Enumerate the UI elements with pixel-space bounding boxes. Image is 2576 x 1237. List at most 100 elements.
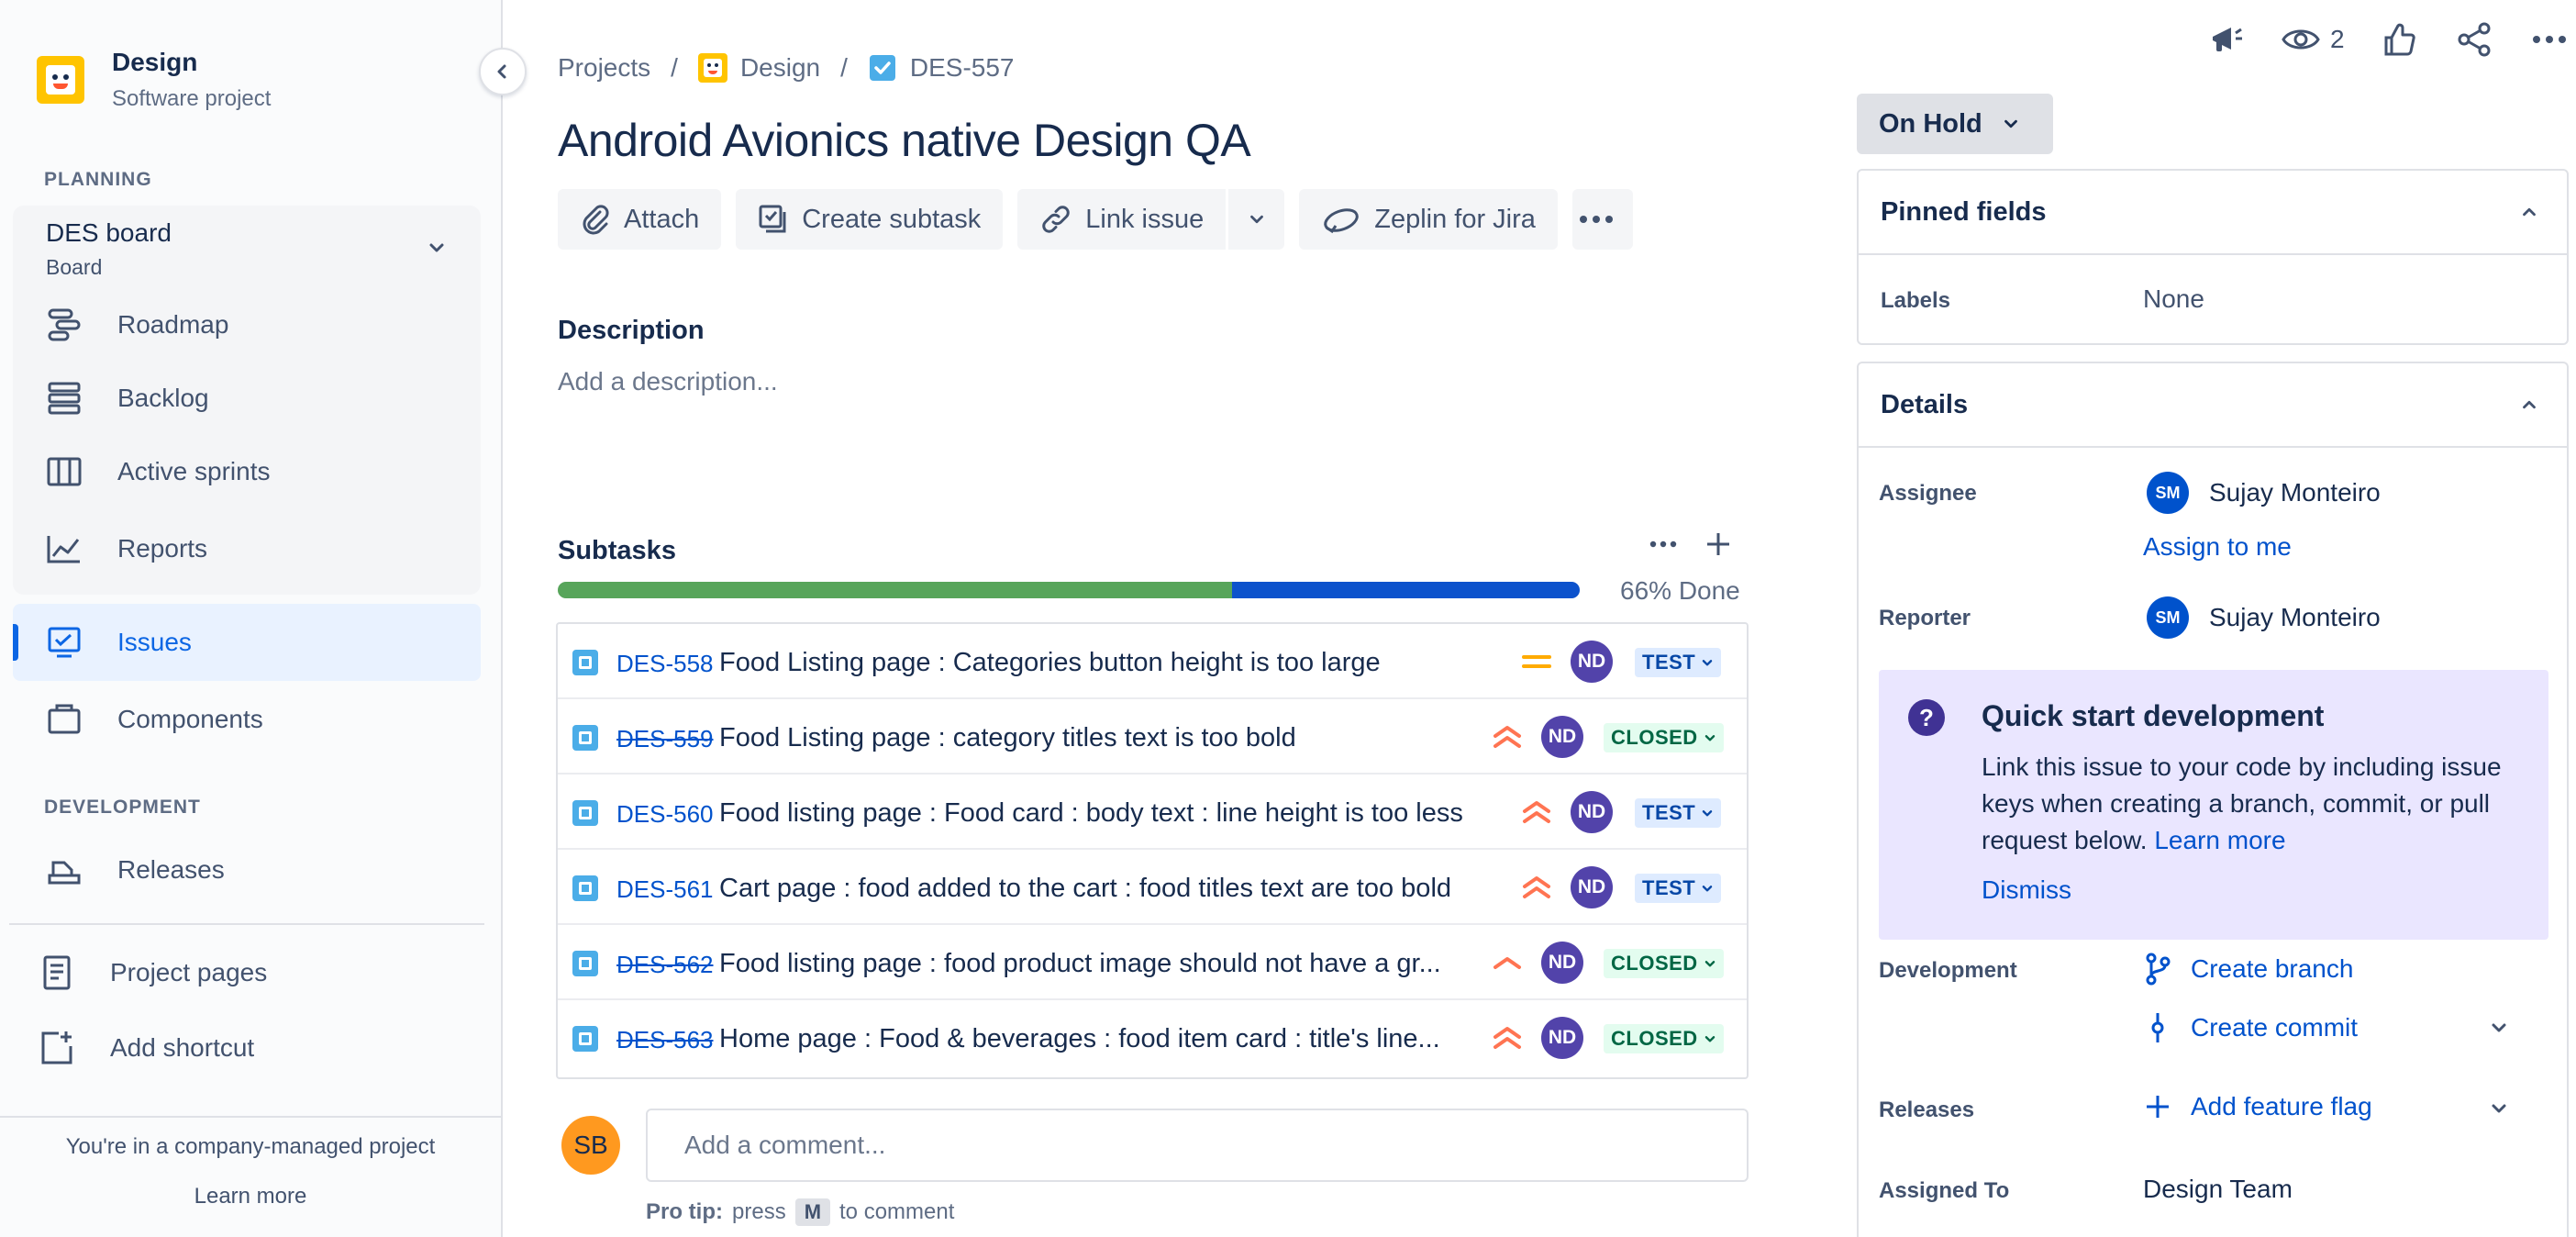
avatar[interactable]: ND	[1541, 942, 1583, 984]
issue-title[interactable]: Android Avionics native Design QA	[558, 115, 1251, 166]
avatar[interactable]: ND	[1571, 791, 1613, 833]
more-options-button[interactable]	[2528, 18, 2570, 61]
sidebar-item-backlog[interactable]: Backlog	[13, 360, 481, 437]
subtask-key[interactable]: DES-560	[616, 800, 714, 828]
pinned-fields-panel: Pinned fields Labels None	[1857, 169, 2569, 345]
chevron-down-icon[interactable]	[2488, 1098, 2510, 1120]
subtask-key[interactable]: DES-561	[616, 875, 714, 903]
assignee-label: Assignee	[1879, 481, 1977, 506]
attach-label: Attach	[624, 204, 700, 234]
subtask-key[interactable]: DES-559	[616, 725, 714, 752]
chevron-down-icon[interactable]	[426, 237, 448, 259]
zeplin-button[interactable]: Zeplin for Jira	[1299, 189, 1558, 250]
link-issue-button[interactable]: Link issue	[1017, 189, 1227, 250]
dismiss-button[interactable]: Dismiss	[1982, 875, 2071, 904]
breadcrumb-projects[interactable]: Projects	[558, 53, 651, 82]
sidebar-item-components[interactable]: Components	[13, 681, 481, 758]
comment-input[interactable]: Add a comment...	[646, 1109, 1749, 1182]
status-badge[interactable]: CLOSED	[1604, 1024, 1724, 1053]
avatar[interactable]: ND	[1571, 641, 1613, 683]
link-issue-dropdown[interactable]	[1226, 189, 1285, 250]
assignee-field[interactable]: SM Sujay Monteiro	[2147, 472, 2381, 514]
subtask-summary[interactable]: Cart page : food added to the cart : foo…	[719, 874, 1452, 903]
share-button[interactable]	[2453, 18, 2495, 61]
subtask-summary[interactable]: Food Listing page : category titles text…	[719, 723, 1296, 752]
shortcut-key: M	[794, 1198, 831, 1226]
sidebar-item-reports[interactable]: Reports	[13, 510, 481, 587]
more-icon	[1579, 216, 1613, 223]
sidebar-item-releases[interactable]: Releases	[13, 831, 481, 908]
feedback-button[interactable]	[2205, 18, 2248, 61]
table-row[interactable]: DES-558 Food Listing page : Categories bu…	[558, 624, 1747, 699]
sidebar-item-add-shortcut[interactable]: Add shortcut	[6, 1009, 473, 1087]
board-title[interactable]: DES board	[46, 218, 172, 247]
create-branch-link[interactable]: Create branch	[2143, 953, 2353, 986]
add-subtask-icon[interactable]	[1704, 530, 1732, 558]
assignee-name: Sujay Monteiro	[2209, 478, 2381, 507]
subtasks-more-icon[interactable]	[1649, 540, 1677, 548]
subtask-summary[interactable]: Food Listing page : Categories button he…	[719, 648, 1381, 677]
avatar[interactable]: ND	[1541, 1017, 1583, 1059]
more-actions-button[interactable]	[1571, 189, 1633, 250]
subtask-summary[interactable]: Food listing page : food product image s…	[719, 949, 1441, 978]
subtask-summary[interactable]: Home page : Food & beverages : food item…	[719, 1024, 1440, 1053]
create-subtask-button[interactable]: Create subtask	[736, 189, 1004, 250]
sidebar-item-roadmap[interactable]: Roadmap	[13, 286, 481, 363]
status-badge[interactable]: CLOSED	[1604, 723, 1724, 752]
subtask-key[interactable]: DES-563	[616, 1026, 714, 1053]
subtask-type-icon	[572, 1026, 598, 1052]
quick-start-body: Link this issue to your code by includin…	[1982, 749, 2532, 859]
subtask-summary[interactable]: Food listing page : Food card : body tex…	[719, 798, 1463, 828]
create-subtask-label: Create subtask	[802, 204, 982, 234]
status-badge[interactable]: TEST	[1635, 648, 1722, 677]
assigned-to-value[interactable]: Design Team	[2143, 1175, 2293, 1203]
avatar[interactable]: ND	[1541, 716, 1583, 758]
subtask-key[interactable]: DES-558	[616, 650, 714, 677]
labels-value[interactable]: None	[2143, 284, 2204, 313]
progress-inprogress-segment	[1232, 582, 1580, 598]
subtask-key[interactable]: DES-562	[616, 951, 714, 978]
breadcrumb-issue-key[interactable]: DES-557	[909, 53, 1015, 82]
breadcrumb-project[interactable]: Design	[739, 53, 821, 82]
table-row[interactable]: DES-562 Food listing page : food product …	[558, 925, 1747, 1000]
footer-learn-more-link[interactable]: Learn more	[194, 1184, 307, 1209]
create-commit-link[interactable]: Create commit	[2143, 1011, 2358, 1044]
chevron-down-icon	[1695, 807, 1714, 819]
reporter-field[interactable]: SM Sujay Monteiro	[2147, 596, 2381, 639]
watch-button[interactable]: 2	[2281, 18, 2345, 61]
status-button[interactable]: On Hold	[1857, 94, 2053, 154]
assign-to-me-link[interactable]: Assign to me	[2143, 532, 2292, 561]
chevron-down-icon	[1698, 957, 1716, 970]
project-header[interactable]: Design Software project	[37, 48, 271, 112]
share-icon	[2458, 22, 2491, 57]
description-input[interactable]: Add a description...	[558, 367, 778, 396]
details-header[interactable]: Details	[1859, 363, 2567, 448]
backlog-icon	[46, 380, 83, 417]
table-row[interactable]: DES-560 Food listing page : Food card : b…	[558, 775, 1747, 850]
status-label: CLOSED	[1611, 1027, 1698, 1050]
sidebar-item-project-pages[interactable]: Project pages	[6, 934, 473, 1011]
quick-start-panel: ? Quick start development Link this issu…	[1879, 670, 2548, 940]
status-badge[interactable]: TEST	[1635, 874, 1722, 903]
status-badge[interactable]: TEST	[1635, 798, 1722, 828]
attach-button[interactable]: Attach	[558, 189, 722, 250]
vote-button[interactable]	[2378, 18, 2420, 61]
status-badge[interactable]: CLOSED	[1604, 949, 1724, 978]
table-row[interactable]: DES-559 Food Listing page : category titl…	[558, 699, 1747, 775]
quick-start-learn-more[interactable]: Learn more	[2154, 826, 2286, 854]
chevron-down-icon[interactable]	[2488, 1017, 2510, 1039]
reports-icon	[46, 530, 83, 567]
add-feature-flag-link[interactable]: Add feature flag	[2143, 1092, 2372, 1121]
sidebar-item-issues[interactable]: Issues	[13, 604, 481, 681]
branch-icon	[2146, 953, 2171, 986]
collapse-sidebar-button[interactable]	[479, 48, 527, 95]
reporter-label: Reporter	[1879, 606, 1971, 630]
pinned-fields-header[interactable]: Pinned fields	[1859, 171, 2567, 255]
chevron-up-icon	[2523, 400, 2536, 409]
table-row[interactable]: DES-563 Home page : Food & beverages : fo…	[558, 1000, 1747, 1075]
table-row[interactable]: DES-561 Cart page : food added to the car…	[558, 850, 1747, 925]
board-subtitle: Board	[46, 255, 103, 279]
sidebar-item-active-sprints[interactable]: Active sprints	[13, 433, 481, 510]
avatar[interactable]: ND	[1571, 866, 1613, 908]
chevron-down-icon	[2004, 119, 2017, 128]
